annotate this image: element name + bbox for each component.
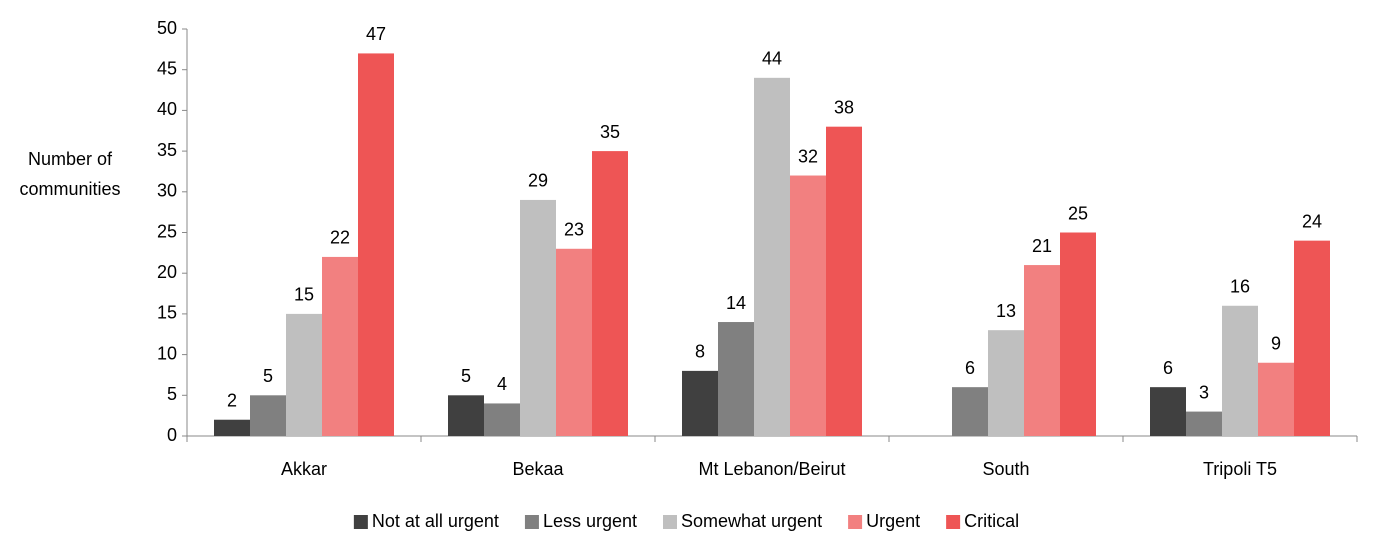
- x-tick-label: Akkar: [281, 459, 327, 479]
- bar: [214, 419, 250, 436]
- bar: [358, 53, 394, 437]
- value-label: 32: [798, 146, 818, 166]
- bar: [826, 126, 862, 437]
- y-tick-label: 25: [157, 221, 177, 241]
- legend-swatch: [663, 515, 677, 529]
- y-tick-label: 30: [157, 181, 177, 201]
- bar: [1186, 411, 1222, 436]
- value-label: 21: [1032, 236, 1052, 256]
- value-label: 13: [996, 301, 1016, 321]
- bar: [952, 387, 988, 436]
- value-label: 23: [564, 220, 584, 240]
- legend-swatch: [524, 515, 539, 529]
- bar: [988, 330, 1024, 436]
- y-axis-label: communities: [19, 179, 120, 199]
- bar: [1294, 240, 1330, 436]
- bar: [250, 395, 286, 436]
- bar: [1060, 232, 1096, 436]
- x-tick-label: Tripoli T5: [1203, 459, 1277, 479]
- value-label: 44: [762, 49, 782, 69]
- value-label: 38: [834, 97, 854, 117]
- value-label: 14: [726, 293, 746, 313]
- bar: [592, 151, 628, 436]
- legend-label: Critical: [964, 511, 1019, 531]
- value-label: 35: [600, 122, 620, 142]
- legend-label: Urgent: [866, 511, 920, 531]
- y-tick-label: 0: [167, 425, 177, 445]
- bar: [718, 322, 754, 436]
- bar: [1258, 362, 1294, 436]
- value-label: 5: [461, 366, 471, 386]
- y-axis-label: Number of: [28, 149, 113, 169]
- bar: [322, 256, 358, 436]
- legend-swatch: [848, 515, 863, 529]
- value-label: 2: [227, 390, 237, 410]
- value-label: 47: [366, 24, 386, 44]
- x-tick-label: Bekaa: [512, 459, 564, 479]
- value-label: 6: [965, 358, 975, 378]
- y-tick-label: 45: [157, 58, 177, 78]
- bar: [790, 175, 826, 436]
- y-tick-label: 5: [167, 384, 177, 404]
- y-tick-label: 10: [157, 343, 177, 363]
- legend-label: Less urgent: [543, 511, 637, 531]
- y-tick-label: 15: [157, 303, 177, 323]
- bar: [448, 395, 484, 436]
- bar: [682, 370, 718, 436]
- value-label: 29: [528, 171, 548, 191]
- bar: [556, 248, 592, 436]
- bar: [1150, 387, 1186, 436]
- y-tick-label: 40: [157, 99, 177, 119]
- value-label: 16: [1230, 277, 1250, 297]
- value-label: 24: [1302, 211, 1322, 231]
- legend-swatch: [946, 515, 961, 529]
- bar: [520, 199, 556, 436]
- x-tick-label: South: [982, 459, 1029, 479]
- y-tick-label: 20: [157, 262, 177, 282]
- value-label: 3: [1199, 382, 1209, 402]
- value-label: 9: [1271, 333, 1281, 353]
- value-label: 4: [497, 374, 507, 394]
- value-label: 22: [330, 228, 350, 248]
- bar: [1024, 265, 1060, 436]
- bar: [484, 403, 520, 436]
- y-tick-label: 50: [157, 18, 177, 38]
- x-tick-label: Mt Lebanon/Beirut: [698, 459, 845, 479]
- value-label: 5: [263, 366, 273, 386]
- legend-label: Not at all urgent: [372, 511, 499, 531]
- bar: [286, 313, 322, 436]
- value-label: 8: [695, 342, 705, 362]
- legend-label: Somewhat urgent: [681, 511, 822, 531]
- bar: [754, 77, 790, 436]
- legend-swatch: [353, 515, 368, 529]
- value-label: 25: [1068, 203, 1088, 223]
- value-label: 6: [1163, 358, 1173, 378]
- y-tick-label: 35: [157, 140, 177, 160]
- value-label: 15: [294, 285, 314, 305]
- bar: [1222, 305, 1258, 436]
